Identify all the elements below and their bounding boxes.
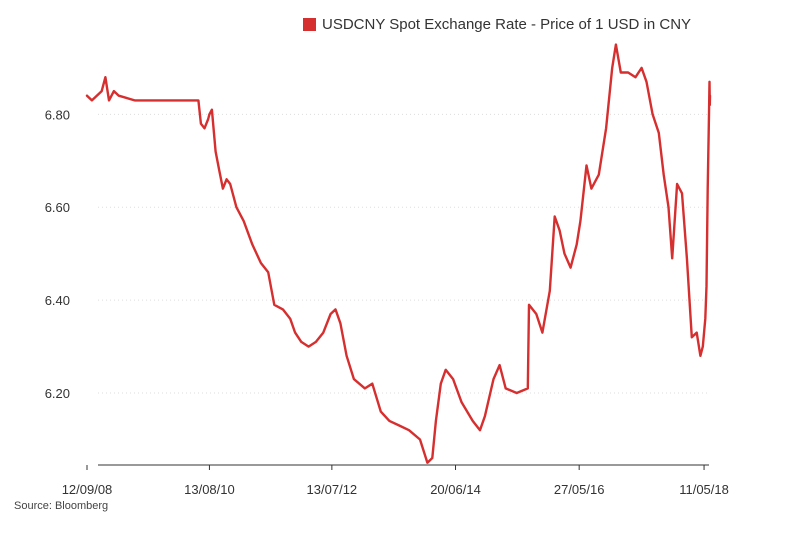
x-tick-label-2: 13/07/12 <box>307 482 358 497</box>
y-tick-label-1: 6.40 <box>45 293 70 308</box>
gridlines <box>98 113 709 394</box>
x-tick-label-5: 11/05/18 <box>679 482 729 497</box>
series-line-0 <box>85 43 712 464</box>
x-tick-label-0: 12/09/08 <box>62 482 113 497</box>
y-tick-label-3: 6.80 <box>45 107 70 122</box>
legend-label: USDCNY Spot Exchange Rate - Price of 1 U… <box>322 16 692 33</box>
legend: USDCNY Spot Exchange Rate - Price of 1 U… <box>303 16 691 33</box>
x-tick-label-3: 20/06/14 <box>430 482 481 497</box>
legend-swatch <box>303 18 316 31</box>
x-tick-label-1: 13/08/10 <box>184 482 235 497</box>
y-tick-label-2: 6.60 <box>45 200 70 215</box>
y-axis-ticks: 6.20 6.40 6.60 6.80 <box>45 107 70 401</box>
x-tick-label-4: 27/05/16 <box>554 482 605 497</box>
y-tick-label-0: 6.20 <box>45 386 70 401</box>
series-layer <box>85 43 712 464</box>
x-axis: 12/09/08 13/08/10 13/07/12 20/06/14 27/05/16… <box>62 464 729 497</box>
source-note: Source: Bloomberg <box>14 500 109 512</box>
